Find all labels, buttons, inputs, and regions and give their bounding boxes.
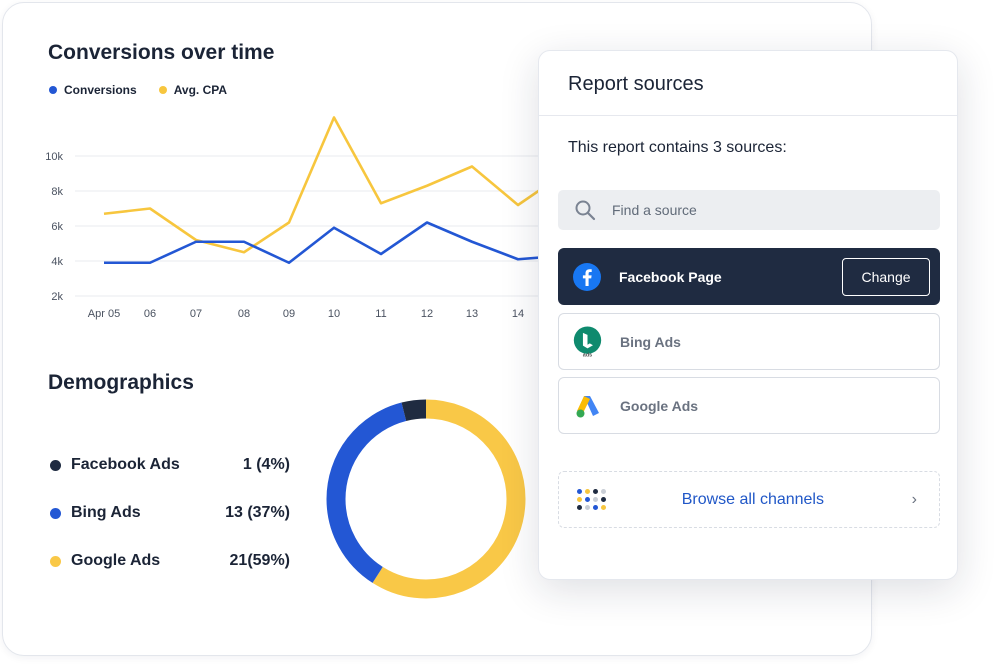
- demographics-row-facebook: Facebook Ads 1 (4%): [50, 441, 290, 489]
- source-label: Google Ads: [620, 397, 699, 414]
- x-tick-label: 08: [238, 308, 250, 320]
- x-tick-label: 12: [421, 308, 433, 320]
- y-tick-label: 2k: [51, 291, 63, 303]
- demographics-name: Bing Ads: [71, 504, 141, 521]
- source-item-facebook-page[interactable]: Facebook Page Change: [558, 248, 940, 305]
- demographics-title: Demographics: [48, 371, 194, 394]
- facebook-dot-icon: [50, 459, 61, 471]
- demographics-list: Facebook Ads 1 (4%) Bing Ads 13 (37%) Go…: [50, 441, 290, 585]
- x-tick-label: 13: [466, 308, 478, 320]
- y-tick-label: 6k: [51, 221, 63, 233]
- bing-dot-icon: [50, 507, 61, 519]
- x-tick-label: 14: [512, 308, 524, 320]
- facebook-icon: [571, 261, 602, 292]
- search-icon: [575, 200, 596, 221]
- browse-all-channels-button[interactable]: Browse all channels ›: [558, 471, 940, 528]
- legend-item-avg-cpa[interactable]: Avg. CPA: [158, 83, 228, 97]
- x-tick-label: 11: [375, 308, 386, 320]
- demographics-donut-chart: [326, 399, 526, 599]
- bing-ads-icon: ads: [572, 326, 603, 358]
- demographics-name: Facebook Ads: [71, 456, 180, 473]
- demographics-row-bing: Bing Ads 13 (37%): [50, 489, 290, 537]
- source-search-input[interactable]: [612, 202, 912, 218]
- browse-label: Browse all channels: [681, 490, 824, 508]
- demographics-name: Google Ads: [71, 552, 161, 569]
- y-tick-label: 4k: [51, 256, 63, 268]
- chevron-right-icon: ›: [911, 490, 917, 508]
- x-tick-label: 06: [144, 308, 156, 320]
- legend-dot-icon: [158, 86, 167, 94]
- chart-legend: Conversions Avg. CPA: [49, 83, 227, 97]
- x-tick-label: 10: [328, 308, 340, 320]
- conversions-line-chart: 2k 4k 6k 8k 10k Apr 05 06 07 08 09 10 11 12 13 14: [45, 116, 543, 320]
- legend-label: Conversions: [64, 83, 137, 97]
- panel-divider: [539, 115, 957, 116]
- series-line-conversions: [104, 221, 543, 265]
- report-sources-panel: Report sources This report contains 3 so…: [538, 50, 958, 580]
- y-tick-label: 8k: [51, 186, 63, 198]
- panel-subtitle: This report contains 3 sources:: [568, 139, 787, 156]
- y-tick-label: 10k: [45, 151, 63, 163]
- x-tick-label: Apr 05: [88, 308, 120, 320]
- source-search-box[interactable]: [558, 190, 940, 230]
- chart-title: Conversions over time: [48, 41, 275, 64]
- demographics-value: 21(59%): [229, 552, 290, 569]
- demographics-value: 13 (37%): [225, 504, 290, 521]
- series-line-avg-cpa: [103, 116, 543, 254]
- donut-slice-facebook-ads: [326, 399, 526, 599]
- google-ads-icon: [572, 390, 603, 421]
- x-tick-label: 09: [283, 308, 295, 320]
- panel-title: Report sources: [568, 73, 704, 95]
- source-label: Facebook Page: [619, 268, 722, 285]
- x-tick-label: 07: [190, 308, 202, 320]
- change-source-button[interactable]: Change: [842, 257, 930, 296]
- demographics-value: 1 (4%): [242, 456, 290, 473]
- bing-ads-icon-text: ads: [583, 352, 592, 358]
- donut-slice-bing-ads: [326, 399, 526, 599]
- demographics-row-google: Google Ads 21(59%): [50, 537, 290, 585]
- legend-item-conversions[interactable]: Conversions: [49, 83, 137, 97]
- channels-grid-icon: [577, 489, 606, 510]
- source-item-google-ads[interactable]: Google Ads: [558, 377, 940, 434]
- legend-dot-icon: [49, 86, 57, 94]
- source-label: Bing Ads: [620, 333, 681, 350]
- legend-label: Avg. CPA: [173, 83, 228, 97]
- google-dot-icon: [50, 555, 61, 567]
- source-item-bing-ads[interactable]: ads Bing Ads: [558, 313, 940, 370]
